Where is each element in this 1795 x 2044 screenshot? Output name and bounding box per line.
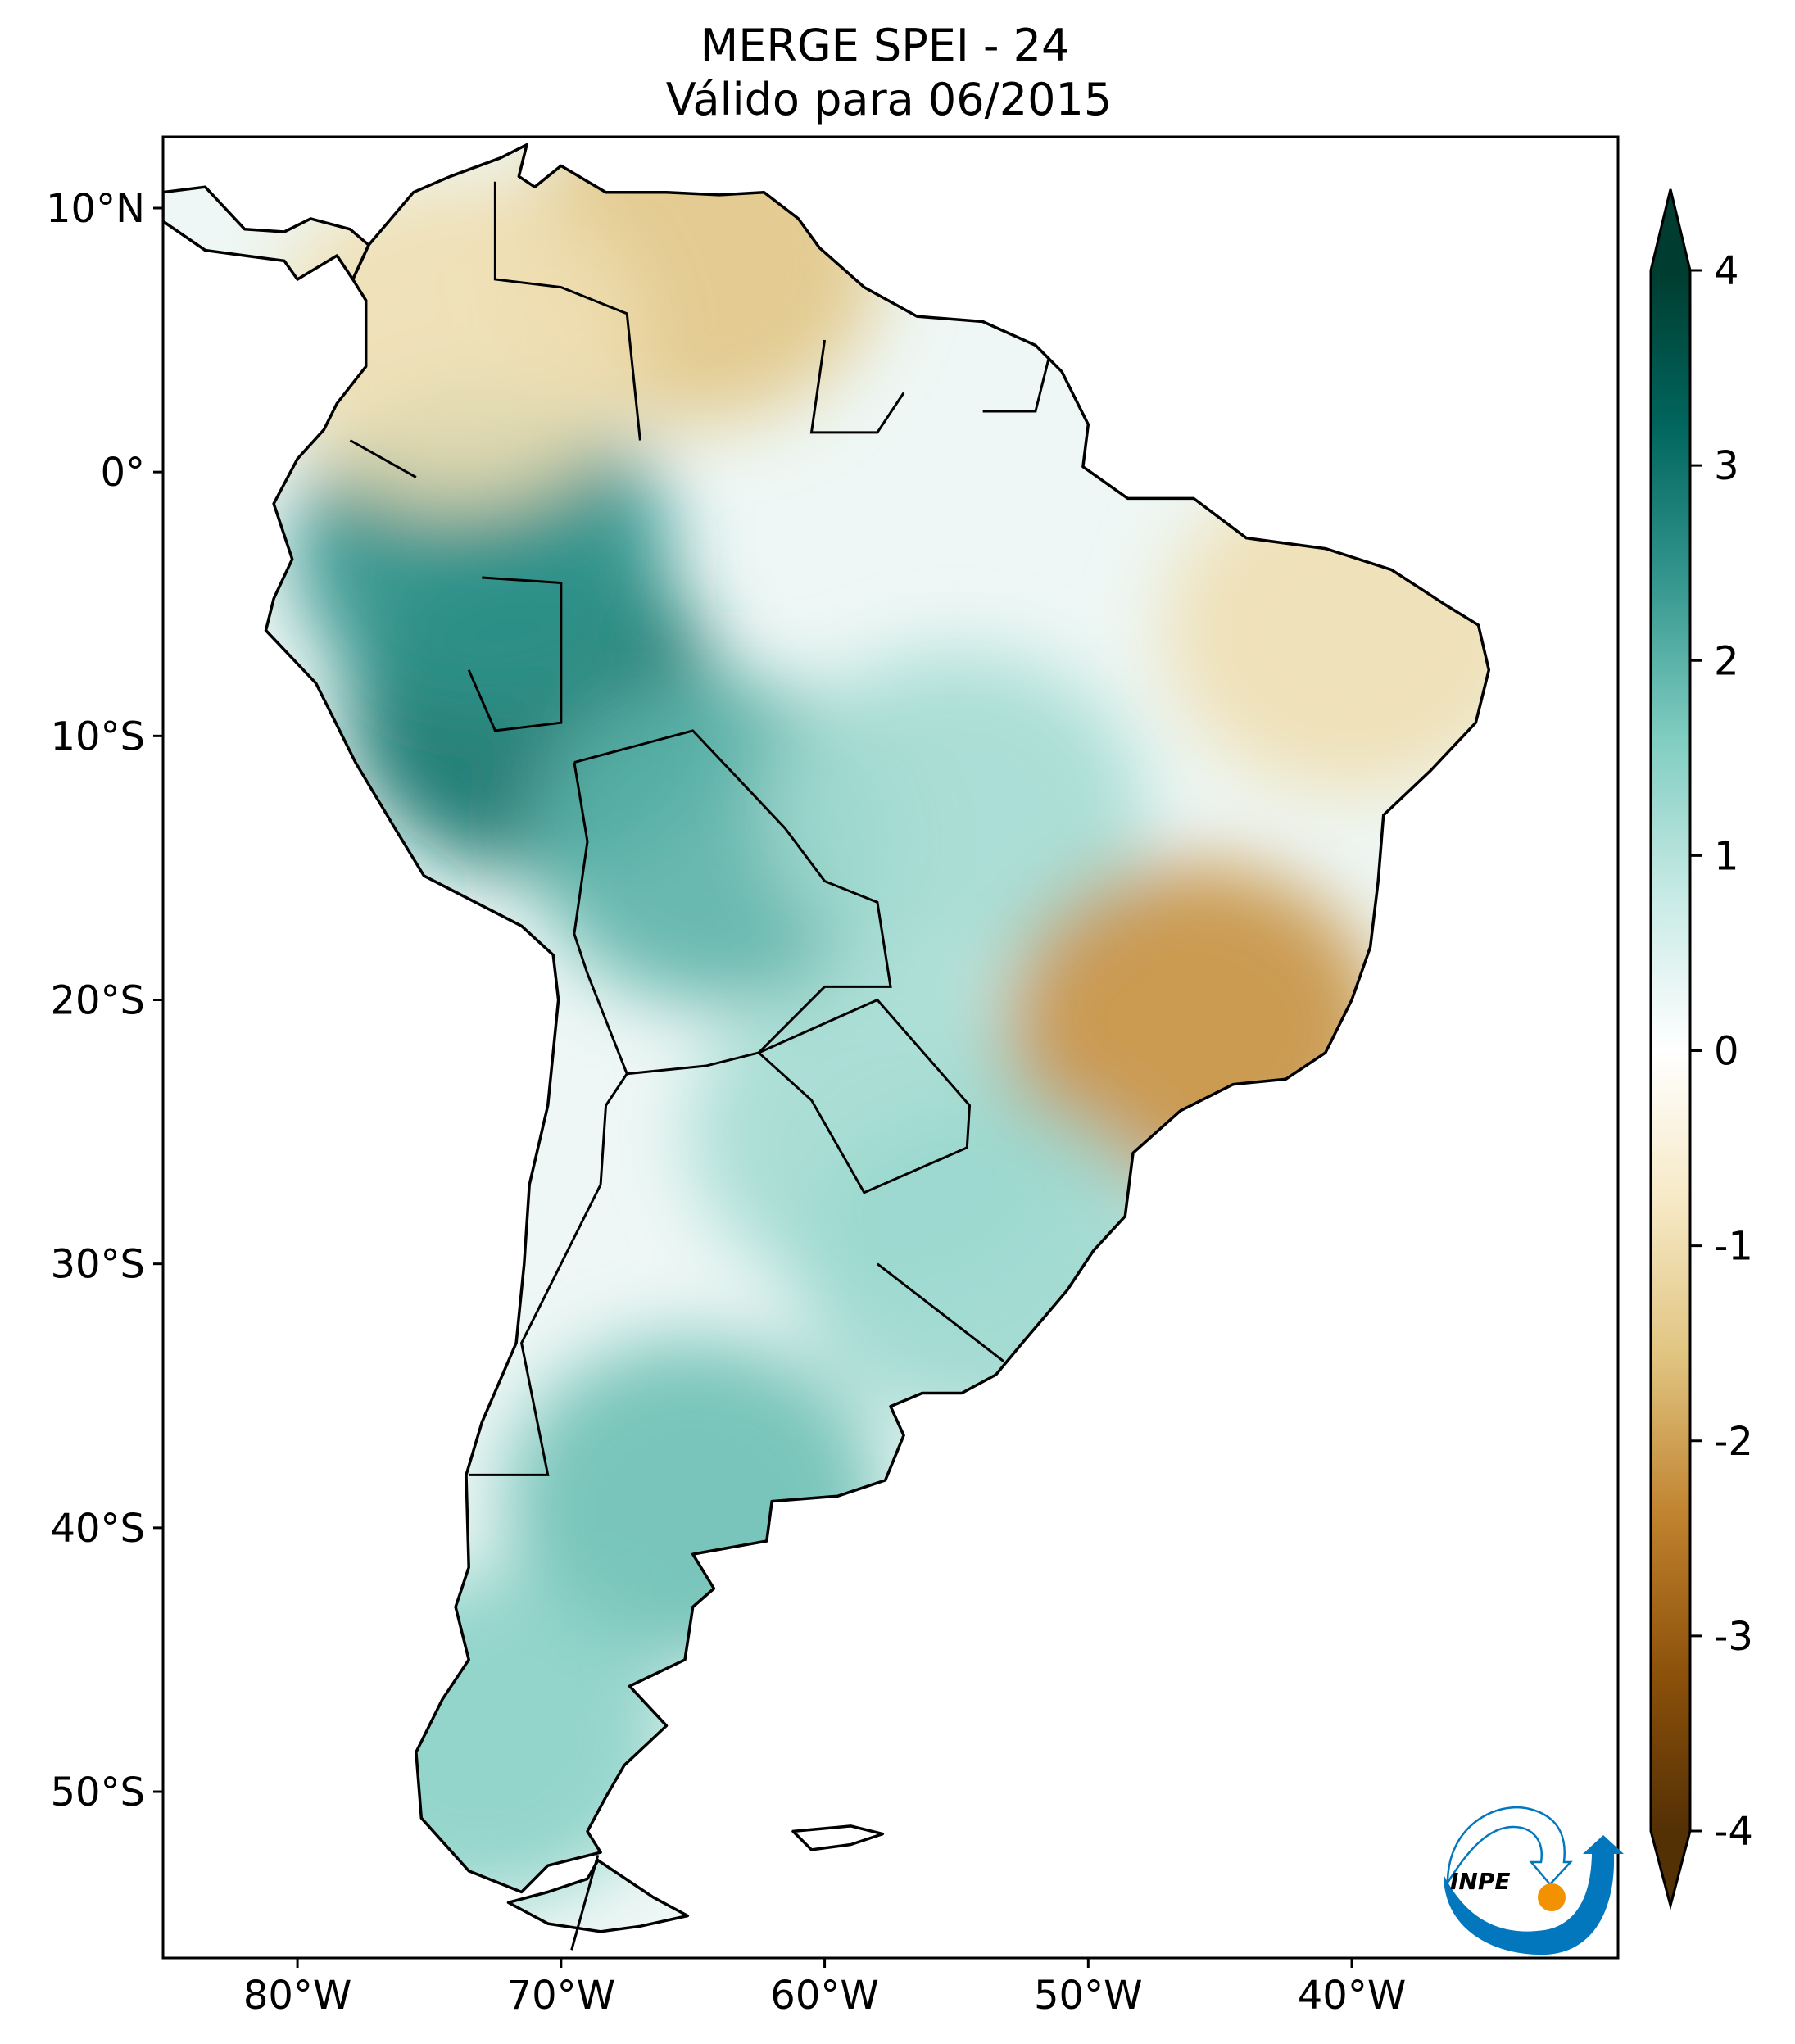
map-area [163, 137, 1618, 1958]
coast-tierra-del-fuego [506, 1859, 690, 1933]
lon-tick-label: 70°W [507, 1973, 616, 2019]
logo-sun-icon [1538, 1883, 1566, 1911]
lon-tick-label: 50°W [1034, 1973, 1143, 2019]
country-border [493, 181, 641, 441]
colorbar-tick-label: 1 [1714, 833, 1739, 879]
colorbar-tick-label: -2 [1714, 1419, 1753, 1465]
country-border [469, 1072, 628, 1476]
lat-tick-label: 10°S [50, 714, 145, 759]
map-frame [161, 135, 1620, 1960]
colorbar-tick-label: -3 [1714, 1614, 1753, 1660]
lon-tick-label: 80°W [243, 1973, 352, 2019]
coast-mainland [264, 143, 1491, 1894]
colorbar-tick-label: 3 [1714, 443, 1739, 489]
logo-arrow-icon [1444, 1835, 1624, 1956]
lat-tick-label: 0° [100, 450, 145, 496]
lat-tick-label: 40°S [50, 1506, 145, 1552]
map-title: MERGE SPEI - 24 [700, 20, 1070, 71]
country-border [809, 339, 905, 434]
country-borders [349, 181, 1050, 1951]
svg-text:INPE: INPE [1450, 1868, 1511, 1895]
lat-tick-label: 20°S [50, 978, 145, 1024]
longitude-ticks: 80°W 70°W 60°W 50°W 40°W [243, 1958, 1407, 2019]
colorbar-tick-label: 4 [1714, 248, 1739, 294]
coastline [163, 143, 1491, 1933]
map-subtitle: Válido para 06/2015 [666, 74, 1112, 125]
colorbar-tick-label: -4 [1714, 1809, 1753, 1855]
lon-tick-label: 40°W [1298, 1973, 1407, 2019]
lon-tick-label: 60°W [770, 1973, 879, 2019]
country-border [876, 1262, 1005, 1363]
colorbar-tick-label: 2 [1714, 638, 1739, 684]
country-border [982, 358, 1050, 413]
coast-falklands [791, 1824, 885, 1851]
country-border [467, 576, 563, 732]
country-border [570, 1854, 600, 1951]
colorbar: 4 3 2 1 0 -1 -2 -3 -4 [1649, 188, 1753, 1910]
inpe-logo: INPE [1444, 1806, 1624, 1956]
country-border [349, 439, 417, 478]
colorbar-tick-label: 0 [1714, 1029, 1739, 1075]
lat-tick-label: 30°S [50, 1242, 145, 1288]
lat-tick-label: 10°N [46, 186, 145, 232]
colorbar-tick-label: -1 [1714, 1224, 1753, 1270]
country-border [573, 729, 892, 1076]
country-border [758, 998, 972, 1194]
latitude-ticks: 10°N 0° 10°S 20°S 30°S 40°S 50°S [46, 186, 163, 1815]
lat-tick-label: 50°S [50, 1770, 145, 1815]
coast-central-america [163, 185, 370, 281]
